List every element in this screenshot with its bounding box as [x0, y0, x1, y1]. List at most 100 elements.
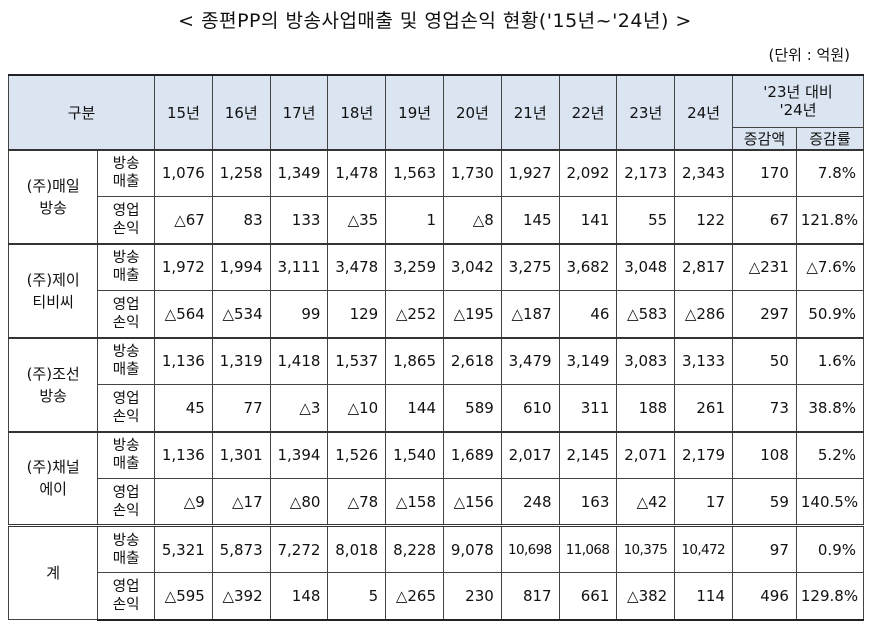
change-rate-cell: 121.8%	[795, 196, 865, 244]
change-rate-cell: 129.8%	[795, 572, 865, 621]
value-cell: 9,078	[443, 524, 502, 573]
value-cell: 1,927	[500, 148, 560, 197]
value-cell: △80	[269, 478, 329, 526]
item-label: 영업 손익	[97, 196, 156, 244]
value-cell: △9	[154, 478, 213, 526]
value-cell: 129	[327, 290, 387, 338]
item-label: 영업 손익	[97, 384, 156, 432]
company-name: (주)조선 방송	[7, 336, 99, 432]
value-cell: 2,017	[500, 430, 560, 479]
value-cell: 1,076	[154, 148, 213, 197]
value-cell: 46	[558, 290, 618, 338]
header-compare-line2: '24년	[779, 101, 817, 120]
item-label-part: 매출	[112, 268, 140, 285]
value-cell: 1,301	[211, 430, 271, 479]
value-cell: 148	[269, 572, 329, 621]
value-cell: 83	[211, 196, 271, 244]
value-cell: 817	[500, 572, 560, 621]
header-category: 구분	[7, 74, 156, 150]
item-label-part: 방송	[112, 532, 140, 549]
value-cell: △195	[443, 290, 502, 338]
item-label: 방송 매출	[97, 336, 156, 385]
header-year: 16년	[211, 74, 271, 150]
item-label-part: 방송	[112, 438, 140, 455]
value-cell: 144	[385, 384, 445, 432]
value-cell: 1,994	[211, 242, 271, 291]
value-cell: 77	[211, 384, 271, 432]
item-label-part: 손익	[112, 408, 140, 425]
value-cell: 141	[558, 196, 618, 244]
value-cell: 55	[616, 196, 676, 244]
value-cell: 1	[385, 196, 445, 244]
value-cell: 2,179	[674, 430, 733, 479]
value-cell: 1,136	[154, 336, 213, 385]
value-cell: △382	[616, 572, 676, 621]
value-cell: △8	[443, 196, 502, 244]
item-label-part: 방송	[112, 344, 140, 361]
table-row: 영업 손익 △595 △392 148 5 △265 230 817 661 △382 114 496 1…	[9, 572, 865, 621]
value-cell: 114	[674, 572, 733, 621]
change-rate-cell: △7.6%	[795, 242, 865, 291]
value-cell: 3,149	[558, 336, 618, 385]
value-cell: 7,272	[269, 524, 329, 573]
value-cell: △595	[154, 572, 213, 621]
header-year: 19년	[385, 74, 445, 150]
change-amount-cell: 50	[732, 336, 797, 385]
value-cell: 17	[674, 478, 733, 526]
change-rate-cell: 140.5%	[795, 478, 865, 526]
value-cell: 1,865	[385, 336, 445, 385]
change-amount-cell: 73	[732, 384, 797, 432]
item-label-part: 영업	[112, 484, 140, 501]
value-cell: 3,682	[558, 242, 618, 291]
item-label: 방송 매출	[97, 524, 156, 573]
table-row: 영업 손익 △67 83 133 △35 1 △8 145 141 55 122 67 121.8%	[9, 196, 865, 244]
value-cell: 1,730	[443, 148, 502, 197]
value-cell: 8,228	[385, 524, 445, 573]
header-year: 24년	[674, 74, 733, 150]
revenue-table: 구분 15년 16년 17년 18년 19년 20년 21년 22년 23년 2…	[7, 74, 865, 621]
value-cell: 5	[327, 572, 387, 621]
item-label-part: 영업	[112, 390, 140, 407]
company-name-part: (주)조선	[26, 364, 80, 383]
value-cell: 230	[443, 572, 502, 621]
value-cell: 1,540	[385, 430, 445, 479]
item-label-part: 손익	[112, 502, 140, 519]
header-change-rate: 증감률	[795, 126, 865, 150]
table-row: 계 방송 매출 5,321 5,873 7,272 8,018 8,228 9,078 10,69…	[7, 524, 865, 620]
change-rate-cell: 50.9%	[795, 290, 865, 338]
table-row: (주)제이 티비씨 방송 매출 1,972 1,994 3,111 3,478 3,259 3,0…	[7, 242, 865, 338]
table-row: (주)채널 에이 방송 매출 1,136 1,301 1,394 1,526 1,540 1,68…	[7, 430, 865, 526]
change-amount-cell: 496	[732, 572, 797, 621]
value-cell: △17	[211, 478, 271, 526]
change-amount-cell: 59	[732, 478, 797, 526]
item-label: 방송 매출	[97, 148, 156, 197]
page-title: < 종편PP의 방송사업매출 및 영업손익 현황('15년~'24년) >	[178, 10, 692, 32]
item-label-part: 방송	[112, 156, 140, 173]
header-year: 22년	[558, 74, 618, 150]
change-amount-cell: △231	[732, 242, 797, 291]
value-cell: 5,873	[211, 524, 271, 573]
value-cell: 3,479	[500, 336, 560, 385]
value-cell: 3,133	[674, 336, 733, 385]
value-cell: △10	[327, 384, 387, 432]
value-cell: 133	[269, 196, 329, 244]
value-cell: 661	[558, 572, 618, 621]
change-rate-cell: 7.8%	[795, 148, 865, 197]
company-name-part: 방송	[39, 198, 67, 217]
value-cell: 3,042	[443, 242, 502, 291]
table-row: (주)매일 방송 방송 매출 1,076 1,258 1,349 1,478 1,563 1,73…	[7, 148, 865, 244]
header-compare-line1: '23년 대비	[763, 83, 833, 102]
company-name-part: 계	[46, 564, 61, 582]
company-name-part: 에이	[39, 480, 67, 499]
item-label: 영업 손익	[97, 290, 156, 338]
value-cell: 10,698	[500, 524, 560, 573]
change-amount-cell: 297	[732, 290, 797, 338]
value-cell: △187	[500, 290, 560, 338]
value-cell: 3,259	[385, 242, 445, 291]
table-row: 영업 손익 △564 △534 99 129 △252 △195 △187 46 △583 △286 2…	[9, 290, 865, 338]
value-cell: △35	[327, 196, 387, 244]
company-name-part: (주)채널	[26, 458, 80, 477]
table-row: (주)조선 방송 방송 매출 1,136 1,319 1,418 1,537 1,865 2,61…	[7, 336, 865, 432]
value-cell: 122	[674, 196, 733, 244]
